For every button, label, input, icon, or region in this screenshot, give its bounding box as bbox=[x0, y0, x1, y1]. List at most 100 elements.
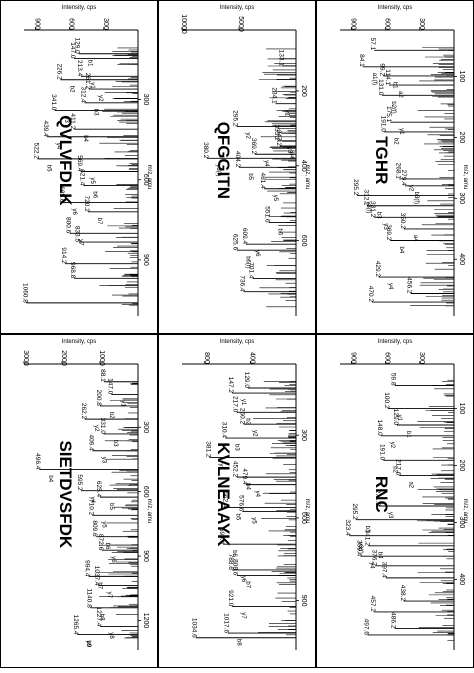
peak-mz-label: 323.4 bbox=[344, 519, 351, 536]
ion-label: b5 bbox=[234, 514, 240, 521]
ion-label: b7 bbox=[245, 581, 251, 588]
peak-mz-label: 217.0 bbox=[232, 396, 239, 413]
mz-tick-label: 200 bbox=[458, 460, 465, 472]
peak-mz-label: 994.4 bbox=[84, 560, 91, 577]
peak-mz-label: 461.4 bbox=[259, 172, 266, 189]
peak-mz-label: 333.2 bbox=[273, 124, 280, 141]
peak-mz-label: 295.2 bbox=[351, 503, 358, 520]
peak-mz-label: 809.6 bbox=[91, 520, 98, 537]
ion-label: b5 bbox=[247, 173, 253, 180]
ion-label: y1 bbox=[240, 399, 246, 406]
peak-mz-label: 359.4 bbox=[356, 540, 363, 557]
peak-mz-label: 968.8 bbox=[69, 262, 76, 279]
ion-label: b6 bbox=[91, 191, 97, 198]
ion-label: b6 bbox=[231, 550, 237, 557]
peak-mz-label: 438.2 bbox=[399, 585, 406, 602]
peak-mz-label: 625.6 bbox=[232, 234, 239, 251]
peak-mz-label: 59.8 bbox=[390, 373, 397, 386]
mz-tick-label: 300 bbox=[142, 421, 149, 433]
ion-label: y6 bbox=[240, 576, 246, 583]
ion-label: b8 bbox=[99, 614, 105, 621]
peak-mz-label: 625.4 bbox=[95, 481, 102, 498]
peak-mz-label: 295.2 bbox=[232, 110, 239, 127]
ion-label: y4 bbox=[387, 283, 393, 290]
ion-label: y2 bbox=[245, 133, 251, 140]
peak-mz-label: 279.4 bbox=[400, 169, 407, 186]
ion-label: a2 bbox=[407, 481, 413, 488]
peak-mz-label: 147.0 bbox=[69, 42, 76, 59]
ion-label: y5 bbox=[272, 195, 278, 202]
peak-mz-label: 133.1 bbox=[277, 50, 284, 67]
peak-mz-label: 57.1 bbox=[369, 38, 376, 51]
ion-label: b2 bbox=[391, 466, 397, 473]
ion-label: y7 bbox=[240, 612, 246, 619]
intensity-tick-label: 10000 bbox=[180, 14, 187, 34]
intensity-tick-label: 5000 bbox=[237, 16, 244, 32]
ion-label: b7 bbox=[96, 218, 102, 225]
spectrum-panel: Intensity, cps 300 600 900 100 200 300 400 m/z, … bbox=[316, 0, 474, 334]
mz-axis-label: m/z, amu bbox=[146, 165, 152, 190]
mz-tick-label: 400 bbox=[458, 574, 465, 586]
mz-tick-label: 600 bbox=[142, 174, 149, 186]
ion-label: b4 bbox=[288, 152, 294, 159]
mz-tick-label: 100 bbox=[458, 71, 465, 83]
peak-mz-label: 456.2 bbox=[406, 277, 413, 294]
peak-mz-label: 226.2 bbox=[55, 63, 62, 80]
peak-mz-label: 100.2 bbox=[383, 392, 390, 409]
peak-mz-label: 551.6 bbox=[264, 206, 271, 223]
mz-tick-label: 200 bbox=[458, 132, 465, 144]
mz-tick-label: 400 bbox=[458, 253, 465, 265]
peak-mz-label: 695.4 bbox=[218, 528, 225, 545]
ion-label: y7 bbox=[78, 239, 84, 246]
ion-label: b2(f) bbox=[390, 101, 396, 113]
mz-tick-label: 600 bbox=[142, 486, 149, 498]
intensity-axis-label: Intensity, cps bbox=[62, 5, 97, 11]
mz-tick-label: 200 bbox=[300, 85, 307, 97]
ion-label: b3 bbox=[375, 212, 381, 219]
intensity-tick-label: 600 bbox=[384, 352, 391, 364]
ion-label: y2 bbox=[389, 442, 395, 449]
mz-tick-label: 900 bbox=[142, 550, 149, 562]
peak-mz-label: 380.2 bbox=[202, 142, 209, 159]
peak-mz-label: 496.4 bbox=[34, 453, 41, 470]
peak-mz-label: 1140.8 bbox=[86, 588, 93, 608]
peak-mz-label: 271.2 bbox=[374, 490, 381, 507]
ion-label: b5 bbox=[108, 503, 114, 510]
mz-tick-label: 300 bbox=[458, 192, 465, 204]
ion-label: b6(f) bbox=[245, 256, 251, 268]
peak-mz-label: 1034.6 bbox=[191, 618, 198, 638]
ion-label: y3(f) bbox=[357, 542, 363, 554]
peak-mz-label: 685.6 bbox=[58, 186, 65, 203]
intensity-tick-label: 300 bbox=[102, 18, 109, 30]
peak-mz-label: 409.4 bbox=[87, 434, 94, 451]
ion-label: b2 bbox=[245, 418, 251, 425]
ion-label: y5 bbox=[250, 517, 256, 524]
peak-mz-label: 833.5 bbox=[74, 226, 81, 243]
peak-mz-label: 234.1 bbox=[270, 87, 277, 104]
ion-label: y6 bbox=[71, 209, 77, 216]
ion-label: y4 bbox=[369, 562, 375, 569]
ion-label: y3 bbox=[63, 116, 69, 123]
spectrum-panel: Intensity, cps 400 800 300 600 900 m/z, amu 129… bbox=[158, 334, 316, 668]
peak-mz-label: 479.4 bbox=[241, 468, 248, 485]
ion-label: b2 bbox=[108, 412, 114, 419]
peak-mz-label: 213.4 bbox=[76, 60, 83, 77]
peak-mz-label: 404.2 bbox=[234, 151, 241, 168]
ion-label: b5 bbox=[46, 165, 52, 172]
peak-mz-label: 800.6 bbox=[65, 217, 72, 234]
ion-label: b4 bbox=[47, 475, 53, 482]
ion-label: y5 bbox=[100, 521, 106, 528]
peak-mz-label: 262.2 bbox=[80, 403, 87, 420]
ion-label: b1 bbox=[405, 431, 411, 438]
peak-mz-label: 369.2 bbox=[250, 138, 257, 155]
intensity-tick-label: 900 bbox=[349, 18, 356, 30]
panel-frame bbox=[158, 0, 316, 334]
peak-mz-label: 576.6 bbox=[237, 495, 244, 512]
mz-tick-label: 600 bbox=[300, 512, 307, 524]
peak-mz-label: 486.2 bbox=[390, 612, 397, 629]
intensity-tick-label: 3000 bbox=[22, 350, 29, 366]
peak-mz-label: 129.0 bbox=[243, 372, 250, 389]
ion-label: y1 bbox=[396, 415, 402, 422]
